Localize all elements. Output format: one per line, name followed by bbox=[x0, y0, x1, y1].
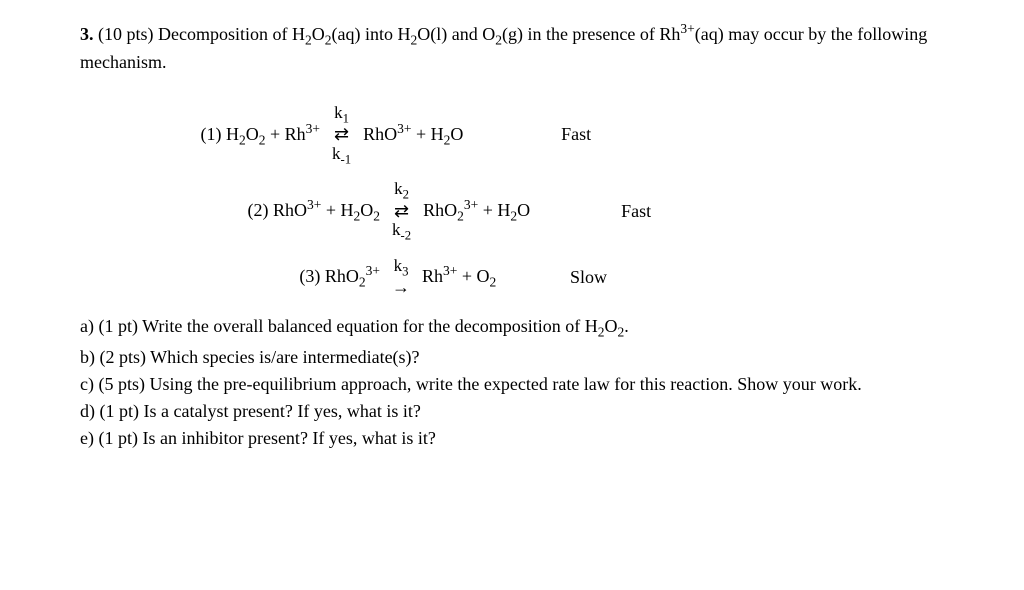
question-c: c) (5 pts) Using the pre-equilibrium app… bbox=[80, 372, 944, 397]
eq1-rhs: RhO3+ + H2O bbox=[363, 120, 543, 150]
question-a: a) (1 pt) Write the overall balanced equ… bbox=[80, 314, 944, 342]
eq3-rate: Slow bbox=[570, 265, 607, 290]
eq1-lhs: (1) H2O2 + Rh3+ bbox=[140, 120, 320, 150]
eq3-rhs: Rh3+ + O2 bbox=[422, 262, 552, 292]
eq2-arrow: k2 ⇄ k-2 bbox=[392, 180, 411, 243]
equation-3: (3) RhO23+ k3 → Rh3+ + O2 Slow bbox=[250, 257, 944, 298]
question-e: e) (1 pt) Is an inhibitor present? If ye… bbox=[80, 426, 944, 451]
eq1-arrow: k1 ⇄ k-1 bbox=[332, 104, 351, 167]
problem-number: 3. bbox=[80, 24, 98, 44]
question-b: b) (2 pts) Which species is/are intermed… bbox=[80, 345, 944, 370]
eq2-lhs: (2) RhO3+ + H2O2 bbox=[200, 196, 380, 226]
eq2-rhs: RhO23+ + H2O bbox=[423, 196, 603, 226]
problem-intro: 3. (10 pts) Decomposition of H2O2(aq) in… bbox=[80, 20, 944, 76]
eq1-rate: Fast bbox=[561, 122, 591, 147]
eq3-arrow: k3 → bbox=[392, 257, 410, 298]
eq3-lhs: (3) RhO23+ bbox=[250, 262, 380, 292]
equation-1: (1) H2O2 + Rh3+ k1 ⇄ k-1 RhO3+ + H2O Fas… bbox=[140, 104, 944, 167]
equation-2: (2) RhO3+ + H2O2 k2 ⇄ k-2 RhO23+ + H2O F… bbox=[200, 180, 944, 243]
eq2-rate: Fast bbox=[621, 199, 651, 224]
question-d: d) (1 pt) Is a catalyst present? If yes,… bbox=[80, 399, 944, 424]
questions: a) (1 pt) Write the overall balanced equ… bbox=[80, 314, 944, 451]
